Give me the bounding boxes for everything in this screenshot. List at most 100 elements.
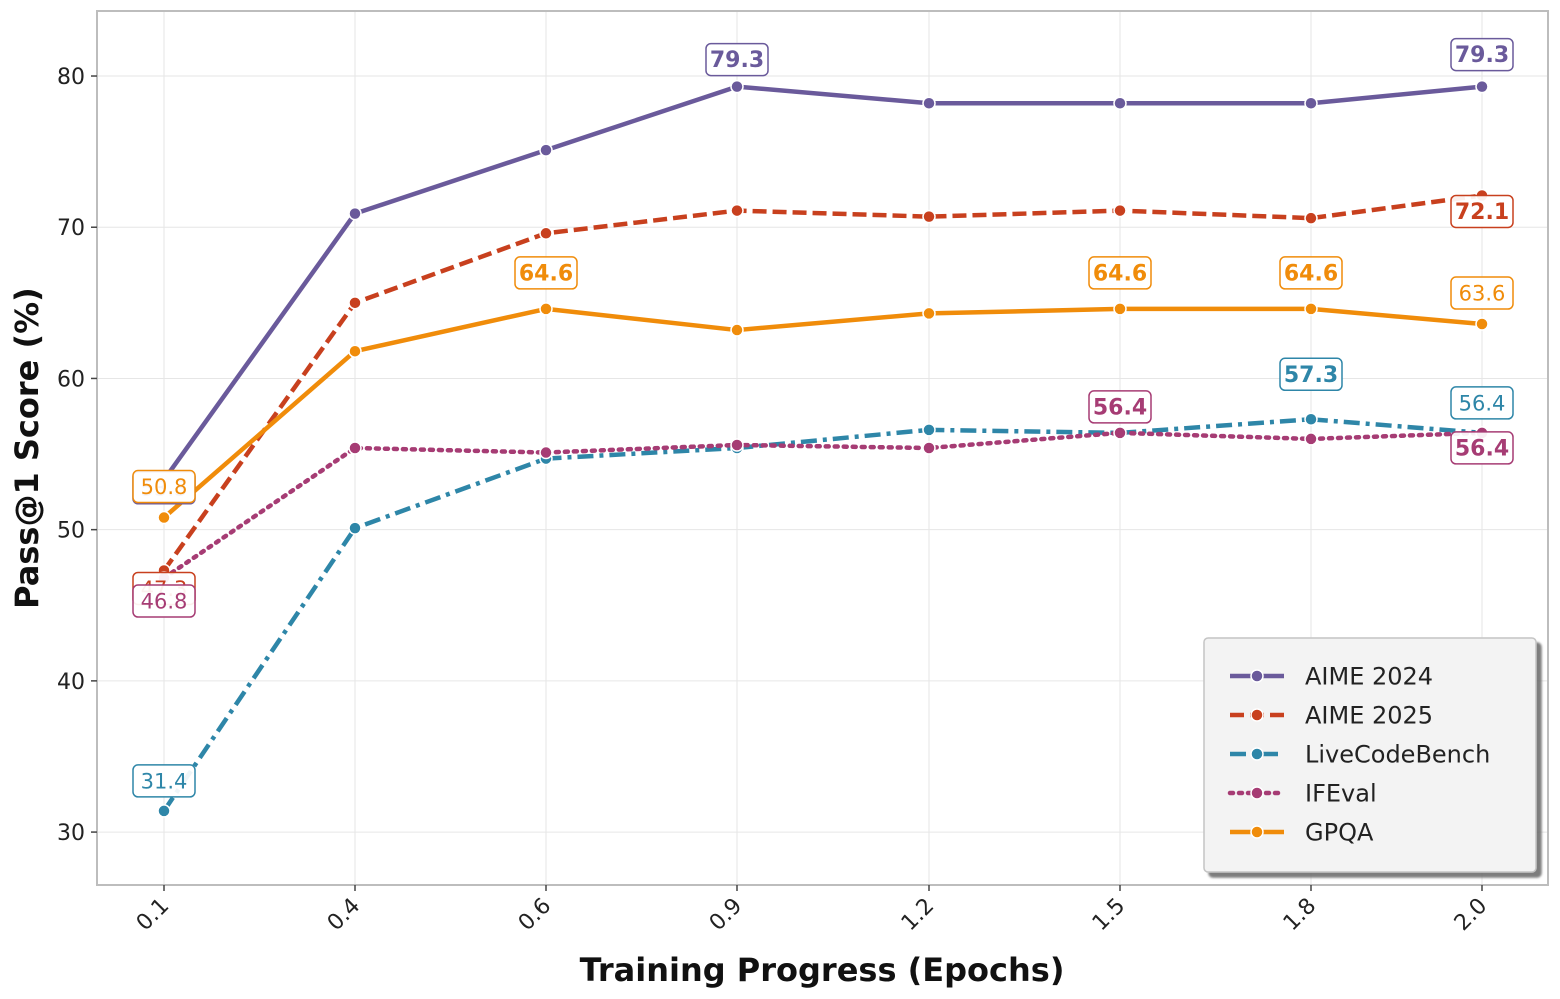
series-line (162, 417, 1483, 813)
series-line (162, 193, 1483, 572)
data-point (1113, 426, 1127, 440)
data-label-text: 79.3 (1455, 43, 1509, 68)
data-label: 56.4 (1450, 386, 1514, 420)
data-point (922, 441, 936, 455)
data-label: 56.4 (1088, 390, 1152, 424)
x-tick-label: 2.0 (1450, 894, 1492, 936)
data-label-box (132, 469, 196, 504)
data-point (1113, 203, 1127, 218)
data-point (730, 203, 744, 218)
x-tick-label: 1.2 (897, 894, 939, 936)
plot-frame (96, 10, 1549, 886)
y-tick-label: 40 (57, 670, 85, 695)
data-label-box (1450, 386, 1514, 420)
data-label-box (1450, 37, 1514, 72)
x-axis: 0.1 0.4 0.6 0.9 1.2 1.5 1.8 2.0 (132, 885, 1492, 936)
series-line (161, 430, 1485, 581)
data-label-text: 56.4 (1459, 391, 1506, 415)
data-point (539, 445, 553, 460)
data-point (539, 302, 553, 316)
y-tick-label: 60 (57, 367, 85, 392)
data-point (1304, 302, 1318, 316)
data-label-box (1279, 256, 1343, 290)
data-label: 64.6 (514, 256, 578, 290)
data-point (1113, 96, 1127, 110)
data-point (922, 96, 936, 110)
data-label-text: 72.1 (1455, 200, 1509, 225)
data-point (730, 79, 744, 94)
data-label: 46.8 (132, 584, 196, 618)
data-point (348, 344, 362, 358)
data-point (730, 323, 744, 337)
legend-item-aime-2025: AIME 2025 (1230, 702, 1433, 730)
data-label-box (705, 42, 769, 77)
series-aime-2024 (157, 79, 1489, 487)
legend-marker (1250, 747, 1264, 761)
data-point (730, 438, 744, 452)
data-label: 31.4 (132, 764, 196, 798)
series-line (162, 84, 1483, 482)
data-label-box (132, 764, 196, 798)
legend: AIME 2024 AIME 2025 LiveCodeBench IFEval GPQ… (1203, 637, 1537, 873)
data-point (1304, 96, 1318, 110)
data-point (1304, 412, 1318, 427)
y-axis-title: Pass@1 Score (%) (8, 287, 46, 609)
legend-label: LiveCodeBench (1305, 741, 1490, 769)
legend-box (1203, 637, 1537, 873)
data-point (922, 423, 936, 437)
data-label: 57.3 (1279, 357, 1343, 392)
x-tick-label: 0.1 (132, 894, 174, 936)
data-label-box (1279, 357, 1343, 392)
series-gpqa (157, 302, 1489, 525)
data-label: 79.3 (1450, 37, 1514, 72)
data-point (1304, 211, 1318, 225)
legend-item-livecodebench: LiveCodeBench (1230, 741, 1490, 769)
data-point (348, 206, 362, 221)
data-point (539, 143, 553, 157)
data-point (1475, 317, 1489, 331)
x-tick-label: 0.4 (323, 894, 365, 936)
data-point (157, 804, 171, 818)
data-label-text: 64.6 (1093, 261, 1147, 286)
x-tick-label: 0.9 (705, 894, 747, 936)
x-tick-label: 1.8 (1279, 894, 1321, 936)
data-label-text: 64.6 (1284, 261, 1338, 286)
data-label: 50.8 (132, 469, 196, 504)
data-label: 64.6 (1279, 256, 1343, 290)
legend-item-aime-2024: AIME 2024 (1230, 663, 1433, 691)
data-label: 64.6 (1088, 256, 1152, 290)
data-label-box (132, 584, 196, 618)
data-label-box (1450, 194, 1514, 229)
data-label-text: 79.3 (710, 48, 764, 73)
data-label: 79.3 (705, 42, 769, 77)
data-label-box (1450, 276, 1514, 310)
data-label-box (1450, 431, 1514, 465)
data-point (539, 226, 553, 241)
legend-marker (1250, 708, 1264, 722)
data-point (922, 306, 936, 321)
data-label-text: 46.8 (141, 590, 188, 614)
data-label: 63.6 (1450, 276, 1514, 310)
series-aime-2025 (157, 188, 1489, 578)
legend-item-ifeval: IFEval (1227, 780, 1377, 808)
x-tick-label: 0.6 (514, 894, 556, 936)
series-line (162, 306, 1483, 520)
data-point (1304, 432, 1318, 446)
y-tick-label: 30 (57, 821, 85, 846)
x-axis-title: Training Progress (Epochs) (580, 951, 1065, 989)
series-layer (157, 79, 1489, 818)
data-label-text: 56.4 (1093, 395, 1147, 420)
data-label-box (514, 256, 578, 290)
legend-label: AIME 2025 (1305, 702, 1433, 730)
annotation-layer: 53.379.379.347.372.131.457.356.446.856.4… (132, 37, 1514, 798)
y-axis: 30 40 50 60 70 80 (57, 65, 97, 846)
data-point (1475, 79, 1489, 94)
data-point (922, 209, 936, 224)
data-label-text: 57.3 (1284, 363, 1338, 388)
y-tick-label: 80 (57, 65, 85, 90)
data-label-text: 50.8 (141, 475, 188, 499)
data-point (1113, 302, 1127, 316)
legend-marker (1250, 669, 1264, 683)
data-label-text: 56.4 (1455, 436, 1509, 461)
